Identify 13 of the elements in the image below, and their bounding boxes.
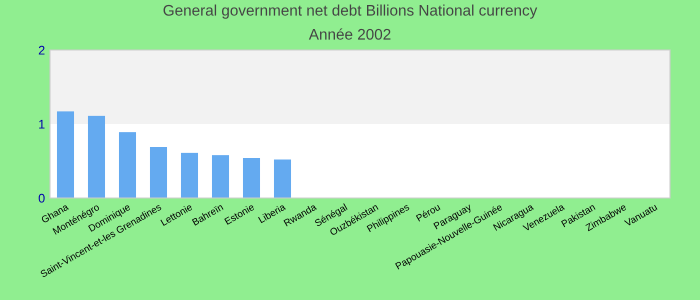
chart-subtitle: Année 2002: [308, 28, 390, 40]
bar: [150, 146, 168, 198]
y-tick-label: 1: [39, 120, 45, 129]
bar: [88, 116, 106, 198]
bar: [56, 111, 74, 198]
bar: [118, 132, 136, 198]
y-tick-label: 2: [38, 46, 45, 55]
bar: [274, 160, 292, 198]
y-tick-label: 0: [38, 194, 45, 203]
bar: [180, 152, 198, 198]
chart-title: General government net debt Billions National currency: [164, 4, 538, 19]
bar: [212, 155, 230, 198]
bar: [242, 158, 260, 198]
